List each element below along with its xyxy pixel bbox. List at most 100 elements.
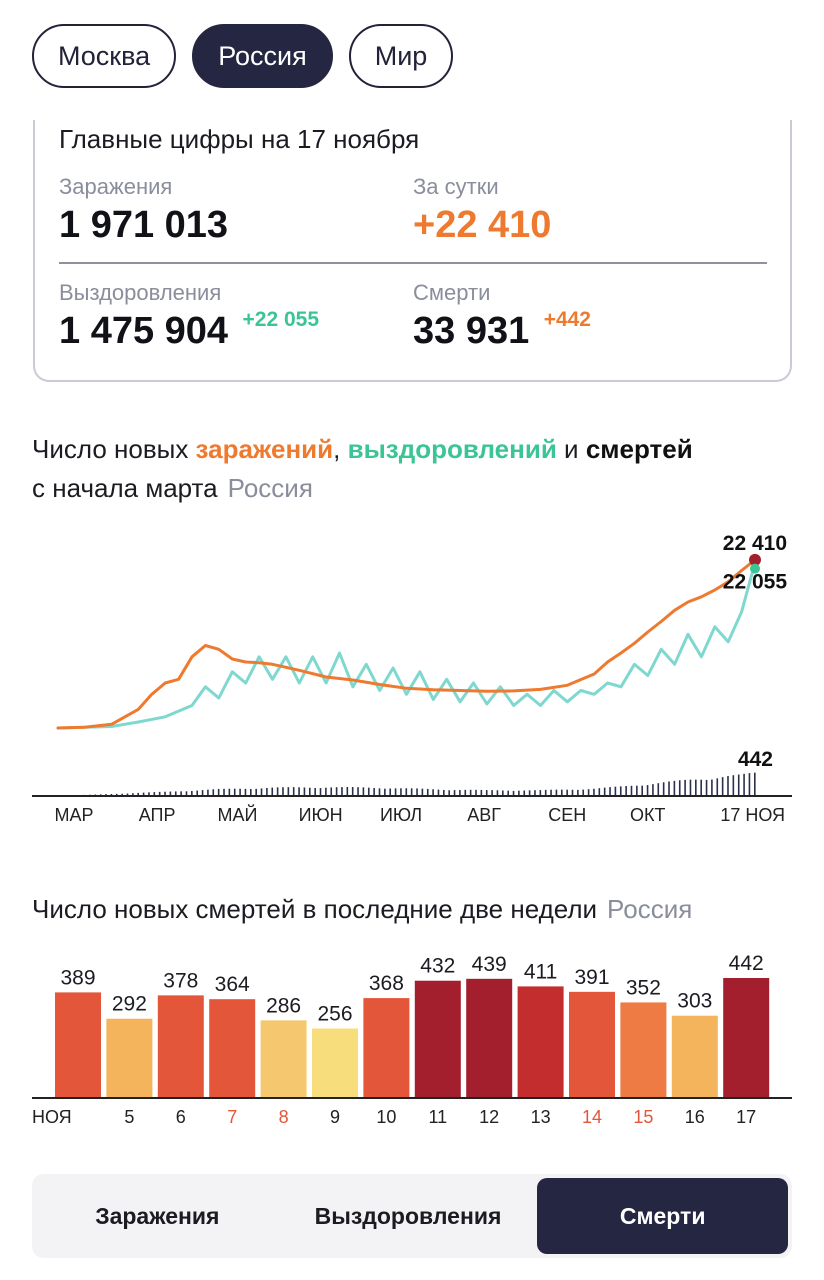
death-bar-value-label: 303 [677, 990, 712, 1013]
deaths-mini-bar [443, 789, 445, 796]
deaths-mini-bar [646, 785, 649, 796]
deaths-mini-bar [142, 792, 145, 796]
month-tick-label: МАЙ [218, 804, 258, 825]
death-bar-value-label: 391 [574, 966, 609, 989]
deaths-mini-bar [207, 789, 209, 796]
tab-world[interactable]: Мир [348, 24, 454, 88]
deaths-mini-bar [201, 790, 204, 796]
death-bar [569, 991, 615, 1098]
month-tick-label: ОКТ [630, 805, 665, 825]
deaths-mini-bar [652, 784, 654, 796]
death-bar-value-label: 442 [729, 952, 764, 975]
deaths-mini-bar [121, 793, 123, 796]
death-bar-category-label: 10 [376, 1107, 396, 1127]
deaths-mini-bar [212, 789, 215, 796]
deaths-mini-bar [233, 788, 236, 796]
deaths-mini-bar [614, 786, 617, 796]
deaths-mini-bar [555, 789, 558, 796]
death-bar-category-label: 9 [330, 1107, 340, 1127]
deaths-mini-bar [362, 787, 365, 796]
death-bar [466, 978, 513, 1098]
death-bar-value-label: 432 [420, 955, 455, 978]
deaths-mini-bar [164, 791, 166, 796]
deaths-mini-bar [485, 790, 488, 796]
deaths-mini-bar [598, 788, 601, 796]
deaths-mini-bar [319, 788, 322, 796]
deaths-mini-bar [153, 792, 156, 796]
infections-value: 1 971 013 [59, 204, 229, 246]
death-bar [620, 1002, 667, 1098]
deaths-mini-bar [260, 788, 263, 796]
deaths-mini-bar [239, 788, 241, 796]
infections-end-point [749, 553, 761, 566]
death-bar-category-label: НОЯ [32, 1107, 72, 1127]
deaths-mini-bar [384, 788, 386, 796]
deaths-mini-bar [716, 778, 719, 796]
tab-moscow[interactable]: Москва [32, 24, 177, 88]
deaths-mini-bar [603, 787, 606, 796]
death-bar [363, 998, 410, 1098]
deaths-mini-bar [539, 790, 542, 796]
metric-deaths-button[interactable]: Смерти [537, 1178, 789, 1254]
deaths-mini-bar [378, 788, 381, 796]
death-bar [517, 986, 564, 1098]
death-bar-category-label: 6 [176, 1107, 186, 1127]
chart1-title-line2: с начала марта [32, 473, 218, 503]
deaths-mini-bar [566, 789, 568, 796]
deaths-mini-bar [737, 774, 740, 796]
deaths-mini-bar [721, 777, 724, 796]
deaths-mini-bar [448, 790, 450, 796]
deaths-mini-bar [636, 785, 638, 796]
cases-line-chart: 22 410 22 055 442 МАР АПР МАЙ ИЮН ИЮЛ АВГ СЕН ОКТ 1… [32, 532, 792, 825]
chart1-title-and: и [556, 434, 586, 464]
deaths-mini-bar [158, 791, 161, 796]
deaths-mini-bar [587, 789, 590, 796]
deaths-mini-bar [695, 779, 697, 796]
death-bar [209, 999, 256, 1098]
chart1-title-infections: заражений [195, 434, 334, 464]
deaths-mini-bar [432, 789, 434, 796]
deaths-mini-bar [314, 788, 316, 796]
deaths-value: 33 931 [413, 310, 530, 352]
deaths-mini-bar [609, 787, 611, 796]
deaths-mini-bar [132, 793, 134, 796]
deaths-mini-bar [512, 790, 515, 796]
stat-deaths: Смерти 33 931 +442 [413, 280, 591, 353]
infections-end-label: 22 410 [723, 532, 787, 555]
deaths-mini-bar [662, 782, 665, 796]
deaths-mini-bar [282, 787, 284, 796]
month-tick-label: ИЮН [299, 805, 343, 825]
metric-infections-button[interactable]: Заражения [95, 1202, 220, 1229]
deaths-mini-bar [475, 789, 477, 796]
deaths-mini-bar [421, 788, 424, 796]
deaths-mini-bar [255, 788, 257, 796]
deaths-mini-bar [367, 787, 370, 796]
deaths-mini-bar [394, 788, 397, 796]
deaths-mini-bar [668, 781, 670, 796]
recoveries-end-label: 22 055 [723, 571, 788, 594]
deaths-end-label: 442 [738, 748, 773, 771]
chart2-title-region: Россия [607, 894, 693, 924]
metric-recoveries-button[interactable]: Выздоровления [314, 1202, 502, 1229]
deaths-mini-bar [523, 790, 526, 796]
month-tick-label: АВГ [467, 805, 501, 825]
region-tabs: Москва Россия Мир [32, 24, 454, 88]
deaths-mini-bar [593, 788, 595, 796]
tab-russia[interactable]: Россия [192, 24, 333, 88]
chart2-title-text: Число новых смертей в последние две неде… [32, 894, 598, 924]
deaths-mini-bar [341, 787, 343, 796]
deaths-mini-bar [528, 790, 531, 796]
death-bar-value-label: 292 [112, 993, 147, 1016]
death-bar-category-label: 17 [736, 1107, 756, 1127]
summary-title: Главные цифры на 17 ноября [59, 124, 420, 154]
recoveries-line [56, 561, 757, 730]
deaths-mini-bar [426, 788, 429, 796]
month-tick-label: МАР [54, 805, 93, 825]
metric-switch: Заражения Выздоровления Смерти [32, 1174, 792, 1258]
deaths-mini-bar [174, 791, 177, 796]
deaths-mini-bar [544, 789, 547, 796]
death-bar-category-label: 14 [582, 1107, 602, 1127]
deaths-mini-bar [228, 788, 231, 796]
deaths-mini-bar [110, 793, 113, 796]
stat-recoveries: Выздоровления 1 475 904 +22 055 [59, 280, 319, 353]
